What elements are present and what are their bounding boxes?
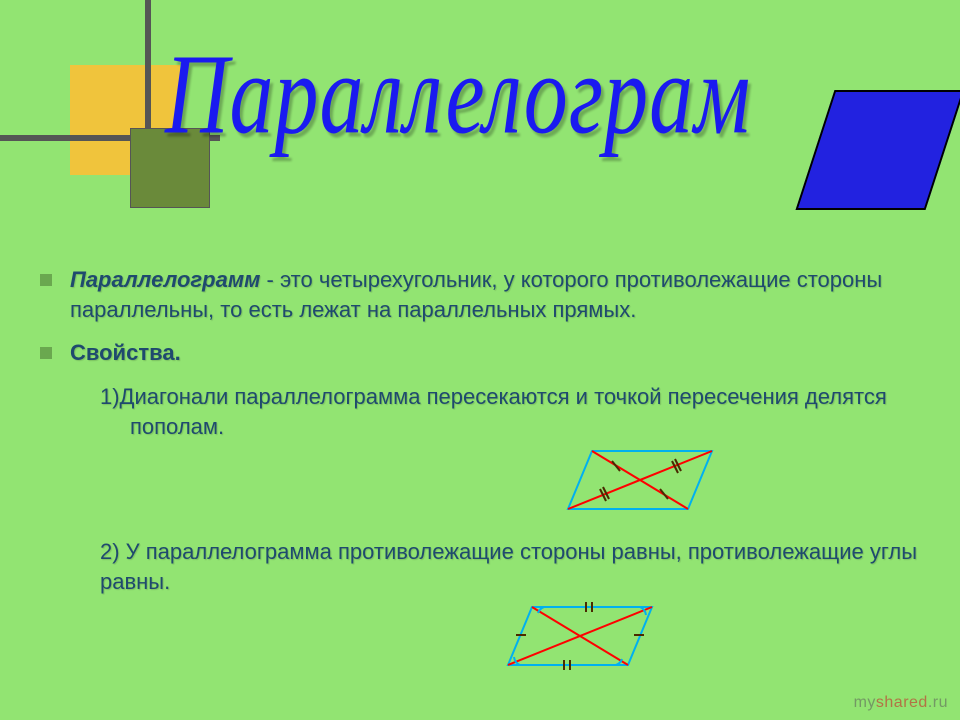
definition-text: Параллелограмм - это четырехугольник, у … (70, 265, 920, 324)
bullet-icon (40, 274, 52, 286)
diagram-1-row (40, 443, 920, 517)
definition-item: Параллелограмм - это четырехугольник, у … (40, 265, 920, 324)
page-title: Параллелограм (165, 30, 751, 161)
properties-heading: Свойства. (70, 338, 920, 368)
property-2-text: 2) У параллелограмма противолежащие стор… (100, 537, 920, 596)
watermark-red: shared (876, 694, 928, 711)
title-parallelogram-shape (796, 90, 960, 210)
parallelogram-diagonals-diagram-2 (500, 599, 660, 673)
definition-term: Параллелограмм (70, 267, 260, 292)
properties-heading-item: Свойства. (40, 338, 920, 368)
watermark: myshared.ru (854, 694, 948, 712)
bullet-icon (40, 347, 52, 359)
property-1-text: 1)Диагонали параллелограмма пересекаются… (100, 382, 920, 441)
watermark-prefix: my (854, 694, 876, 711)
watermark-suffix: .ru (928, 694, 948, 711)
parallelogram-diagonals-diagram-1 (560, 443, 720, 517)
content-area: Параллелограмм - это четырехугольник, у … (40, 265, 920, 693)
diagram-2-row (40, 599, 920, 673)
